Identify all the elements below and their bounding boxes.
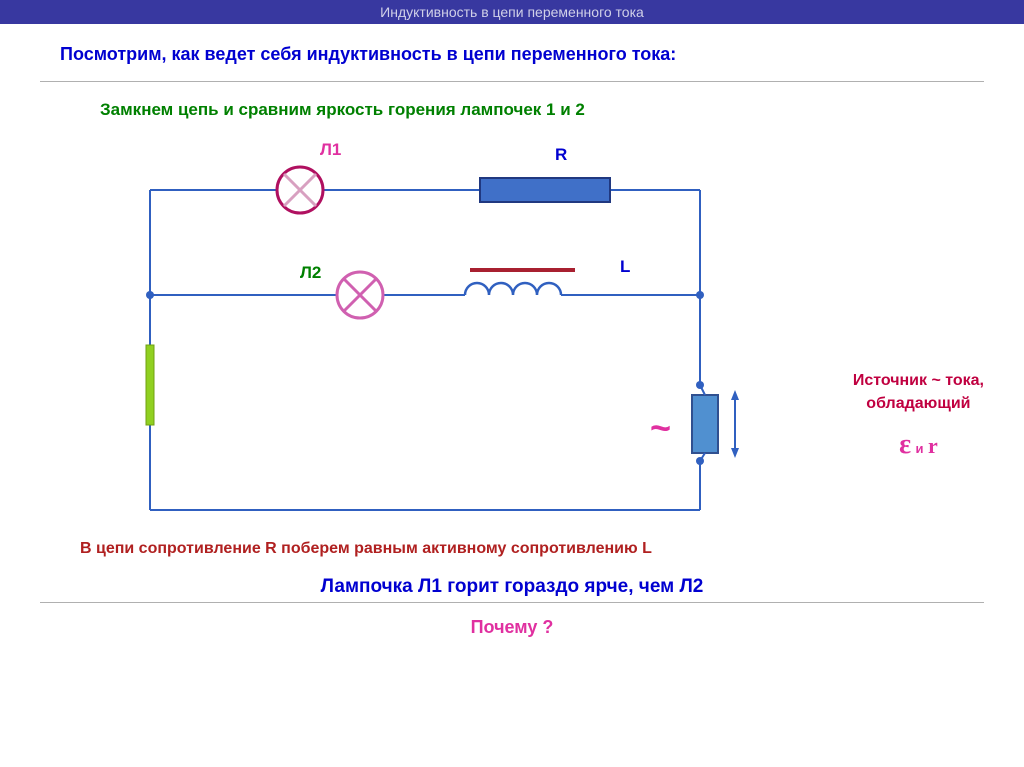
inductor-label: L (620, 257, 630, 276)
source-line1: Источник ~ тока, (853, 370, 984, 392)
note-brightness: Лампочка Л1 горит гораздо ярче, чем Л2 (0, 576, 1024, 598)
divider-bottom (40, 602, 984, 603)
intro-text: Посмотрим, как ведет себя индуктивность … (0, 24, 1024, 77)
inductor-icon (465, 283, 561, 295)
instruction-text: Замкнем цепь и сравним яркость горения л… (0, 86, 1024, 120)
why-question: Почему ? (0, 617, 1024, 638)
and-label: и (916, 441, 924, 456)
note-resistance: В цепи сопротивление R поберем равным ак… (0, 540, 1024, 558)
source-line2: обладающий (853, 393, 984, 415)
source-caption: Источник ~ тока, обладающий ε и r (853, 370, 984, 464)
divider-top (40, 81, 984, 82)
circuit-diagram: ~ Л1 Л2 R L Источник ~ тока, обладающий … (0, 120, 1024, 540)
epsilon-label: ε (899, 429, 911, 460)
lamp2-label: Л2 (300, 263, 321, 282)
source-icon (692, 395, 718, 453)
switch-icon (146, 345, 154, 425)
lamp1-label: Л1 (320, 140, 341, 159)
resistor-label: R (555, 145, 567, 164)
title-bar: Индуктивность в цепи переменного тока (0, 0, 1024, 24)
circuit-svg: ~ Л1 Л2 R L (0, 120, 1024, 540)
r-label: r (928, 433, 938, 458)
resistor-icon (480, 178, 610, 202)
tilde-label: ~ (650, 407, 671, 448)
